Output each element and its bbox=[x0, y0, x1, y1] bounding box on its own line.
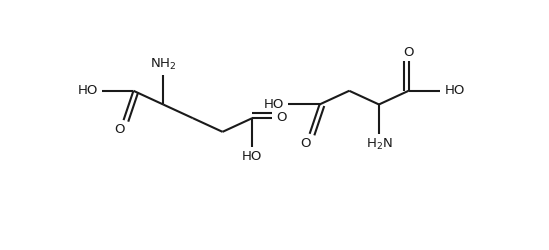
Text: H$_2$N: H$_2$N bbox=[366, 137, 393, 152]
Text: HO: HO bbox=[242, 150, 262, 164]
Text: HO: HO bbox=[444, 84, 464, 97]
Text: O: O bbox=[300, 137, 311, 150]
Text: HO: HO bbox=[264, 98, 284, 111]
Text: O: O bbox=[114, 123, 125, 136]
Text: NH$_2$: NH$_2$ bbox=[150, 57, 176, 72]
Text: O: O bbox=[276, 111, 287, 124]
Text: HO: HO bbox=[77, 84, 98, 97]
Text: O: O bbox=[404, 46, 414, 59]
